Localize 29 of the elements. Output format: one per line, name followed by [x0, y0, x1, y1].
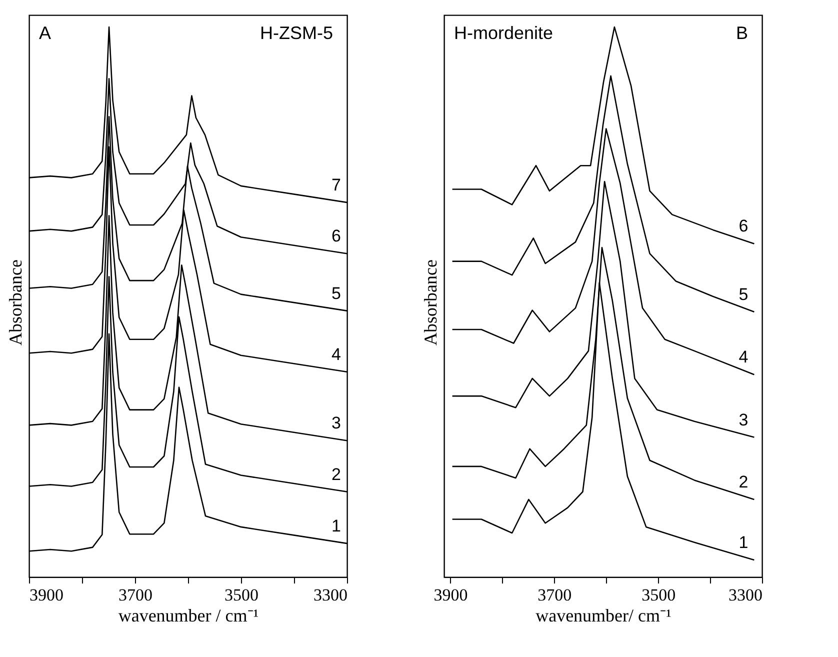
series-label: 5: [332, 284, 341, 303]
annotation: H-mordenite: [454, 23, 554, 43]
x-tick-label: 3900: [434, 586, 468, 604]
series-label: 3: [738, 410, 748, 430]
x-tick-label: 3500: [642, 586, 676, 604]
series-label: 2: [332, 464, 341, 484]
annotation: A: [39, 23, 52, 43]
series-label: 5: [738, 284, 748, 304]
x-tick-label: 3900: [30, 586, 64, 604]
x-tick-label: 3700: [118, 586, 152, 604]
x-tick-label: 3300: [728, 586, 762, 604]
annotation: B: [736, 23, 748, 43]
x-axis-title: wavenumber / cm⁻¹: [118, 606, 259, 626]
series-label: 1: [738, 532, 748, 552]
x-tick-label: 3300: [314, 586, 348, 604]
x-tick-label: 3500: [224, 586, 258, 604]
series-label: 4: [332, 344, 341, 364]
series-label: 1: [332, 516, 341, 536]
y-axis-title: Absorbance: [6, 260, 26, 346]
series-label: 4: [738, 348, 748, 367]
series-label: 6: [332, 226, 341, 246]
series-label: 6: [738, 216, 748, 236]
y-axis-title: Absorbance: [420, 260, 440, 346]
series-label: 7: [332, 175, 341, 194]
annotation: H-ZSM-5: [260, 23, 333, 43]
series-label: 2: [738, 472, 748, 492]
series-label: 3: [332, 414, 341, 433]
x-tick-label: 3700: [538, 586, 572, 604]
x-axis-title: wavenumber/ cm⁻¹: [536, 606, 672, 626]
